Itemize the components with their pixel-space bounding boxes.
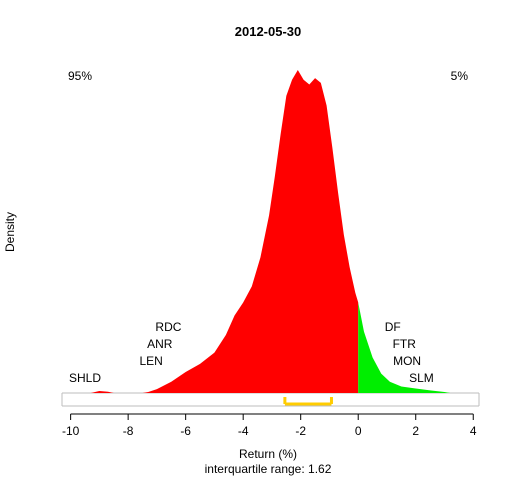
x-tick-label: -6 — [180, 424, 191, 438]
ticker-label-right-mon: MON — [393, 354, 421, 368]
x-tick-label: -4 — [238, 424, 249, 438]
ticker-label-right-slm: SLM — [409, 371, 434, 385]
x-tick-label: 0 — [355, 424, 362, 438]
chart-title: 2012-05-30 — [235, 24, 302, 39]
ticker-label-left-rdc: RDC — [155, 320, 181, 334]
left-percent-label: 95% — [68, 69, 92, 83]
density-area-negative — [90, 70, 359, 393]
x-tick-label: -2 — [295, 424, 306, 438]
x-tick-label: 4 — [470, 424, 477, 438]
x-tick-label: -8 — [123, 424, 134, 438]
y-axis-label: Density — [3, 212, 17, 252]
x-axis: -10 -8 -6 -4 -2 0 2 4 — [62, 413, 477, 438]
x-axis-label: Return (%) — [239, 447, 297, 461]
right-percent-label: 5% — [451, 69, 469, 83]
density-area-positive — [358, 302, 451, 393]
x-tick-label: 2 — [412, 424, 419, 438]
iqr-subtitle: interquartile range: 1.62 — [205, 462, 332, 476]
x-tick-label: -10 — [62, 424, 80, 438]
ticker-labels: RDC ANR LEN SHLD DF FTR MON SLM — [69, 320, 434, 385]
ticker-label-left-anr: ANR — [147, 337, 173, 351]
ticker-label-right-ftr: FTR — [393, 337, 417, 351]
ticker-label-right-df: DF — [385, 320, 401, 334]
plot-frame — [61, 392, 480, 407]
ticker-label-left-len: LEN — [139, 354, 162, 368]
ticker-label-left-shld: SHLD — [69, 371, 101, 385]
iqr-bracket — [283, 397, 333, 406]
